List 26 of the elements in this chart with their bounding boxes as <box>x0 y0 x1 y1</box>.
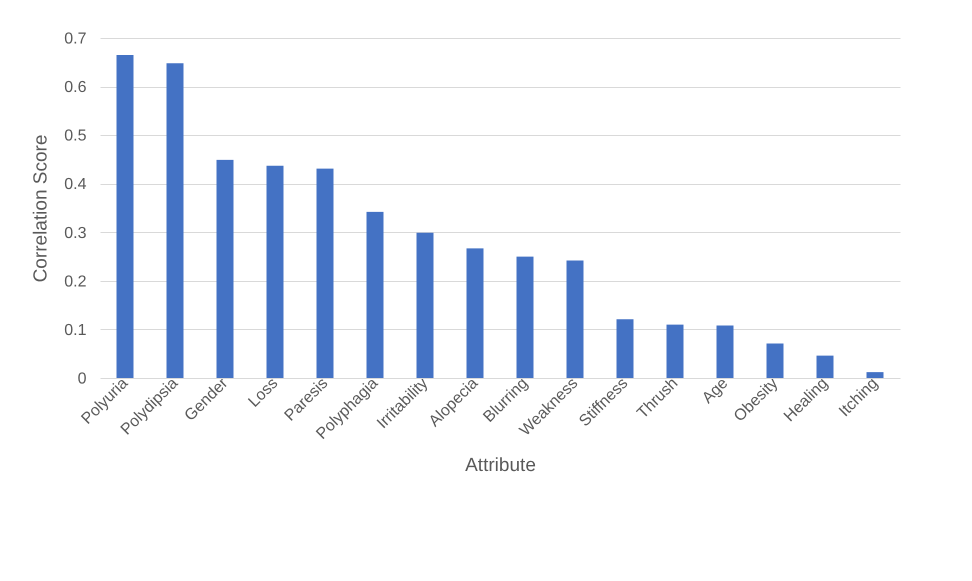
y-tick-label: 0.2 <box>64 273 87 290</box>
bar <box>366 212 384 378</box>
bar <box>666 324 684 378</box>
y-tick-label: 0.7 <box>64 30 87 48</box>
bar <box>566 260 584 378</box>
x-tick-label: Age <box>699 374 732 407</box>
y-tick-label: 0.1 <box>64 322 87 339</box>
bar <box>116 55 134 378</box>
y-tick-label: 0.3 <box>64 224 87 242</box>
bar <box>716 326 734 378</box>
bar <box>516 256 534 378</box>
y-tick-label: 0.5 <box>64 128 87 145</box>
bar <box>416 232 434 378</box>
y-tick-label: 0.6 <box>64 79 87 96</box>
y-axis-title: Correlation Score <box>30 134 52 282</box>
bar <box>216 160 234 378</box>
bar <box>266 166 284 378</box>
bar <box>466 248 484 378</box>
x-axis-title: Attribute <box>465 455 536 476</box>
bar <box>816 356 834 378</box>
y-tick-label: 0.4 <box>64 176 87 194</box>
bar <box>316 168 334 378</box>
bar <box>766 344 784 378</box>
bar <box>616 319 634 378</box>
bar <box>866 372 884 378</box>
bar <box>166 63 184 378</box>
